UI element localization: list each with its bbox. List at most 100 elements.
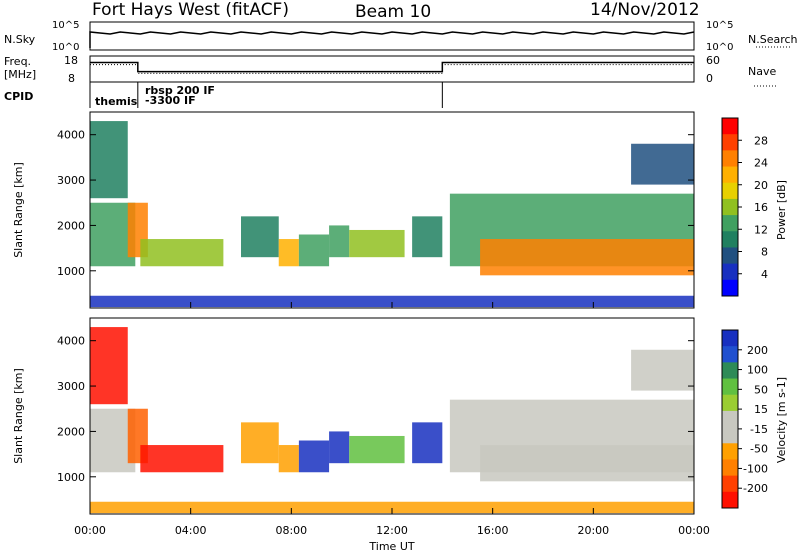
colorbar-tick-label: 28 <box>754 134 768 147</box>
nsearch-label: N.Search <box>748 33 798 46</box>
velocity-ylabel: Slant Range [km] <box>12 368 25 464</box>
colorbar-tick-label: 20 <box>754 179 768 192</box>
echo-region <box>480 445 694 482</box>
nsky-tick-top: 10^5 <box>52 20 79 31</box>
power-colorbar: 28 24 20 16 12 8 4 Power [dB] <box>721 117 788 297</box>
velocity-colorbar-label: Velocity [m s-1] <box>775 377 788 463</box>
y-tick-label: 1000 <box>57 471 85 484</box>
power-colorbar-ticks: 28 24 20 16 12 8 4 <box>738 134 768 281</box>
velocity-echo-layer <box>90 327 694 514</box>
echo-region <box>90 121 128 199</box>
nave-tick-bottom: 0 <box>706 72 713 85</box>
nave-trace <box>90 64 694 74</box>
colorbar-tick-label: 12 <box>754 223 768 236</box>
x-tick-label: 16:00 <box>477 524 509 537</box>
colorbar-tick-label: -200 <box>743 482 768 495</box>
x-tick-label: 04:00 <box>175 524 207 537</box>
echo-region <box>412 422 443 464</box>
nsky-trace <box>89 31 695 48</box>
cpid-entry-rbsp: rbsp 200 IF <box>145 84 215 97</box>
nsky-frame <box>89 21 695 51</box>
x-tick-label: 12:00 <box>376 524 408 537</box>
colorbar-tick-label: 4 <box>761 268 768 281</box>
nsky-tick-bottom: 10^0 <box>52 42 79 53</box>
echo-region <box>90 501 694 514</box>
x-axis-ticks: 00:00 04:00 08:00 12:00 16:00 20:00 00:00 <box>74 302 710 537</box>
y-tick-label: 2000 <box>57 425 85 438</box>
colorbar-cell <box>722 279 738 297</box>
freq-panel: Freq. [MHz] 18 8 60 0 Nave <box>4 54 778 87</box>
velocity-colorbar-cells <box>722 330 738 509</box>
power-yticks: 1000 2000 3000 4000 <box>57 129 694 278</box>
date-label: 14/Nov/2012 <box>590 0 700 20</box>
cpid-entry-3300: -3300 IF <box>145 94 196 107</box>
colorbar-cell <box>722 182 738 200</box>
freq-tick-bottom: 8 <box>68 72 75 85</box>
frequency-trace <box>90 61 694 73</box>
colorbar-cell <box>722 247 738 265</box>
y-tick-label: 2000 <box>57 219 85 232</box>
beam-label: Beam 10 <box>355 2 431 22</box>
colorbar-tick-label: 200 <box>747 344 768 357</box>
echo-region <box>349 229 405 258</box>
velocity-yticks: 1000 2000 3000 4000 <box>57 335 694 484</box>
colorbar-cell <box>722 166 738 184</box>
power-ylabel: Slant Range [km] <box>12 162 25 258</box>
velocity-colorbar-frame <box>721 329 739 509</box>
colorbar-cell <box>722 346 738 363</box>
colorbar-tick-label: 15 <box>754 403 768 416</box>
colorbar-tick-label: 100 <box>747 364 768 377</box>
colorbar-cell <box>722 443 738 460</box>
power-colorbar-label: Power [dB] <box>775 180 788 240</box>
y-tick-label: 4000 <box>57 335 85 348</box>
x-axis-label: Time UT <box>368 540 414 553</box>
echo-region <box>480 239 694 276</box>
echo-region <box>631 143 694 185</box>
colorbar-tick-label: -100 <box>743 462 768 475</box>
colorbar-cell <box>722 263 738 281</box>
freq-label-line2: [MHz] <box>4 68 36 81</box>
colorbar-cell <box>722 491 738 509</box>
freq-frame <box>89 55 695 83</box>
velocity-colorbar: 200 100 50 15 -15 -50 -100 -200 Velocity [m s-1… <box>721 329 788 509</box>
cpid-entry-themis: themis <box>95 95 138 108</box>
nsky-panel: N.Sky 10^5 10^0 10^5 10^0 N.Search <box>4 20 798 53</box>
power-panel: 1000 2000 3000 4000 Slant Range [km] <box>12 111 695 309</box>
freq-tick-top: 18 <box>64 54 78 67</box>
echo-region <box>412 216 443 258</box>
nsearch-tick-bottom: 10^0 <box>706 42 733 53</box>
cpid-label: CPID <box>4 90 33 103</box>
echo-region <box>140 445 224 473</box>
nave-tick-top: 60 <box>706 54 720 67</box>
velocity-panel: 1000 2000 3000 4000 Slant Range [km] <box>12 317 695 515</box>
colorbar-cell <box>722 362 738 380</box>
y-tick-label: 4000 <box>57 129 85 142</box>
colorbar-cell <box>722 231 738 248</box>
colorbar-cell <box>722 459 738 477</box>
colorbar-tick-label: -50 <box>750 443 768 456</box>
nsky-label: N.Sky <box>4 33 36 46</box>
colorbar-tick-label: 50 <box>754 383 768 396</box>
echo-region <box>241 422 279 464</box>
colorbar-cell <box>722 118 738 135</box>
colorbar-cell <box>722 215 738 232</box>
x-tick-label: 20:00 <box>577 524 609 537</box>
echo-region <box>140 239 224 267</box>
colorbar-cell <box>722 410 738 428</box>
freq-label-line1: Freq. <box>4 55 31 68</box>
colorbar-cell <box>722 134 738 151</box>
colorbar-tick-label: 8 <box>761 246 768 259</box>
colorbar-cell <box>722 394 738 412</box>
nsearch-tick-top: 10^5 <box>706 20 733 31</box>
colorbar-cell <box>722 378 738 396</box>
x-tick-label: 08:00 <box>275 524 307 537</box>
colorbar-tick-label: 16 <box>754 201 768 214</box>
echo-region <box>90 327 128 405</box>
colorbar-cell <box>722 475 738 493</box>
echo-region <box>329 431 350 464</box>
echo-region <box>298 234 330 267</box>
colorbar-tick-label: 24 <box>754 157 768 170</box>
nave-label: Nave <box>748 65 776 78</box>
echo-region <box>631 349 694 391</box>
